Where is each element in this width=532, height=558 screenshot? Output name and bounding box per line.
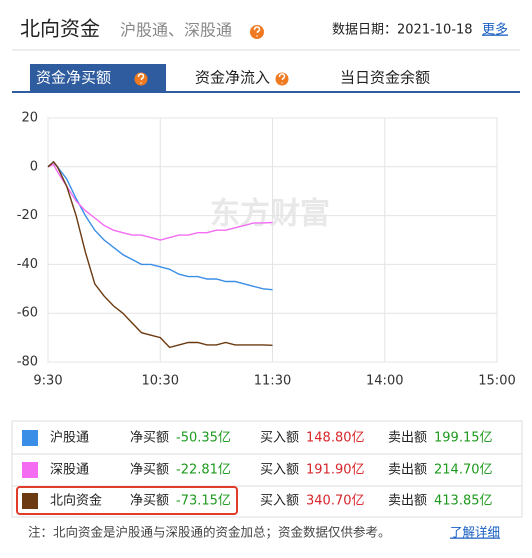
legend-swatch	[22, 493, 38, 509]
cell-value: -50.35亿	[176, 431, 231, 446]
column-label: 净买额	[130, 494, 169, 509]
more-link[interactable]: 更多	[482, 22, 508, 38]
tab[interactable]: 资金净流入	[195, 69, 270, 87]
date: 数据日期：2021-10-18	[332, 23, 473, 38]
x-tick-label: 11:30	[254, 374, 291, 389]
tab[interactable]: 资金净买额	[36, 69, 111, 87]
legend-swatch	[22, 462, 38, 478]
y-tick-label: -40	[17, 257, 38, 272]
cell-value: 199.15亿	[434, 431, 493, 446]
legend-swatch	[22, 430, 38, 446]
watermark: 东方财富	[210, 197, 330, 232]
y-tick-label: -20	[17, 208, 38, 223]
column-label: 买入额	[260, 494, 299, 509]
table-frame	[11, 420, 523, 518]
y-tick-label: -80	[17, 355, 38, 370]
cell-value: -73.15亿	[176, 494, 231, 509]
row-name: 北向资金	[50, 493, 102, 509]
column-label: 买入额	[260, 431, 299, 446]
y-tick-label: -60	[17, 306, 38, 321]
column-label: 净买额	[130, 463, 169, 478]
column-label: 净买额	[130, 431, 169, 446]
series-line	[47, 160, 273, 349]
note: 注：北向资金是沪股通与深股通的资金加总；资金数据仅供参考。	[28, 525, 391, 540]
tab[interactable]: 当日资金余额	[340, 69, 430, 87]
highlight-box	[16, 486, 238, 515]
column-label: 买入额	[260, 463, 299, 478]
subtitle: 沪股通、深股通	[120, 21, 232, 40]
column-label: 卖出额	[388, 463, 427, 478]
series-line	[47, 160, 273, 291]
y-tick-label: 20	[21, 111, 38, 126]
series-line	[47, 163, 273, 241]
cell-value: 191.90亿	[306, 463, 365, 478]
column-label: 卖出额	[388, 494, 427, 509]
help-icon-glyph	[137, 73, 145, 84]
x-tick-label: 10:30	[142, 374, 179, 389]
x-tick-label: 14:00	[366, 374, 403, 389]
row-name: 沪股通	[50, 430, 89, 446]
note-link[interactable]: 了解详细	[450, 525, 500, 540]
help-icon-glyph	[278, 73, 286, 84]
row-name: 深股通	[50, 463, 89, 478]
column-label: 卖出额	[388, 431, 427, 446]
cell-value: -22.81亿	[176, 463, 231, 478]
x-tick-label: 15:00	[478, 374, 515, 389]
help-icon-glyph	[253, 26, 261, 37]
x-tick-label: 9:30	[33, 374, 62, 389]
cell-value: 214.70亿	[434, 463, 493, 478]
cell-value: 148.80亿	[306, 431, 365, 446]
cell-value: 340.70亿	[306, 494, 365, 509]
cell-value: 413.85亿	[434, 494, 493, 509]
y-tick-label: 0	[30, 159, 38, 174]
title: 北向资金	[20, 17, 100, 41]
